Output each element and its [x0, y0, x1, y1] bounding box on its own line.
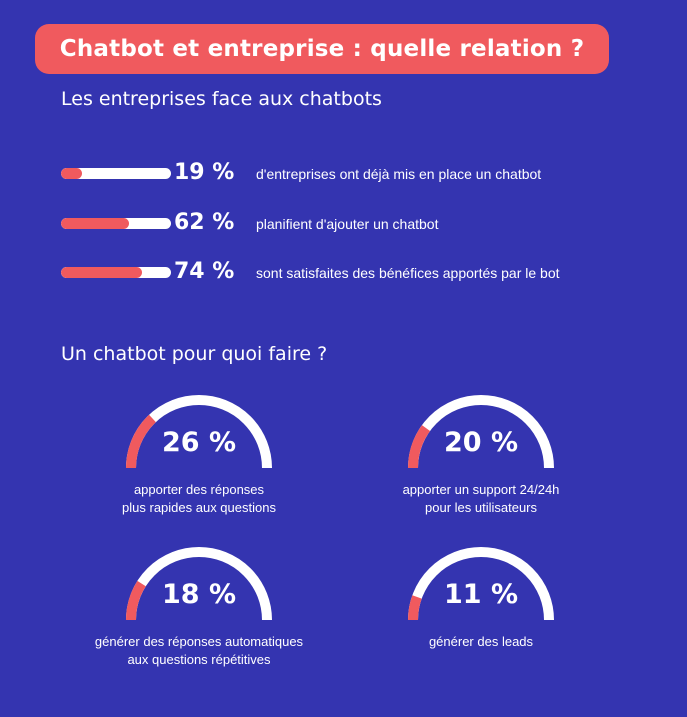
stat-description: planifient d'ajouter un chatbot — [256, 216, 439, 232]
gauge-arc — [126, 547, 272, 621]
gauge-caption: générer des leads — [351, 633, 611, 651]
gauge-caption-line: générer des leads — [428, 634, 534, 649]
stat-description: d'entreprises ont déjà mis en place un c… — [256, 166, 542, 182]
progress-fill — [61, 168, 82, 179]
gauge-percent: 20 % — [443, 427, 519, 458]
gauge-caption: apporter un support 24/24h pour les util… — [351, 481, 611, 517]
gauge-fill — [126, 414, 156, 469]
stat-percent: 19 % — [174, 160, 235, 185]
gauge-caption: apporter des réponses plus rapides aux q… — [69, 481, 329, 517]
gauge-percent: 11 % — [443, 579, 519, 610]
stat-percent: 74 % — [174, 259, 235, 284]
gauge-fill — [408, 425, 431, 469]
gauge-caption-line: apporter des réponses — [133, 482, 265, 497]
stat-row: 19 % d'entreprises ont déjà mis en place… — [61, 160, 661, 190]
stat-description: sont satisfaites des bénéfices apportés … — [256, 265, 560, 281]
stat-row: 74 % sont satisfaites des bénéfices appo… — [61, 259, 661, 289]
stat-row: 62 % planifient d'ajouter un chatbot — [61, 210, 661, 240]
gauge-card: 18 % générer des réponses automatiques a… — [69, 545, 329, 695]
gauge-caption-line: pour les utilisateurs — [425, 500, 537, 515]
progress-bar — [61, 168, 171, 179]
gauge-percent: 26 % — [161, 427, 237, 458]
gauge-fill — [126, 580, 146, 621]
gauge-card: 20 % apporter un support 24/24h pour les… — [351, 393, 611, 543]
page-title: Chatbot et entreprise : quelle relation … — [59, 36, 585, 62]
section-title-companies: Les entreprises face aux chatbots — [61, 88, 382, 110]
gauge-caption: générer des réponses automatiques aux qu… — [69, 633, 329, 669]
gauge-arc — [408, 395, 554, 469]
gauge-caption-line: plus rapides aux questions — [122, 500, 276, 515]
progress-bar — [61, 267, 171, 278]
progress-bar — [61, 218, 171, 229]
gauge-card: 11 % générer des leads — [351, 545, 611, 695]
gauge-caption-line: apporter un support 24/24h — [402, 482, 560, 497]
gauge-arc — [408, 547, 554, 621]
progress-fill — [61, 218, 130, 229]
gauge-track — [408, 547, 554, 621]
title-banner: Chatbot et entreprise : quelle relation … — [35, 24, 609, 74]
gauge-percent: 18 % — [161, 579, 237, 610]
gauge-card: 26 % apporter des réponses plus rapides … — [69, 393, 329, 543]
gauge-arc — [126, 395, 272, 469]
stat-percent: 62 % — [174, 210, 235, 235]
progress-fill — [61, 267, 143, 278]
gauge-fill — [408, 595, 422, 621]
gauge-caption-line: aux questions répétitives — [127, 652, 271, 667]
gauge-caption-line: générer des réponses automatiques — [94, 634, 304, 649]
section-title-usage: Un chatbot pour quoi faire ? — [61, 343, 328, 365]
